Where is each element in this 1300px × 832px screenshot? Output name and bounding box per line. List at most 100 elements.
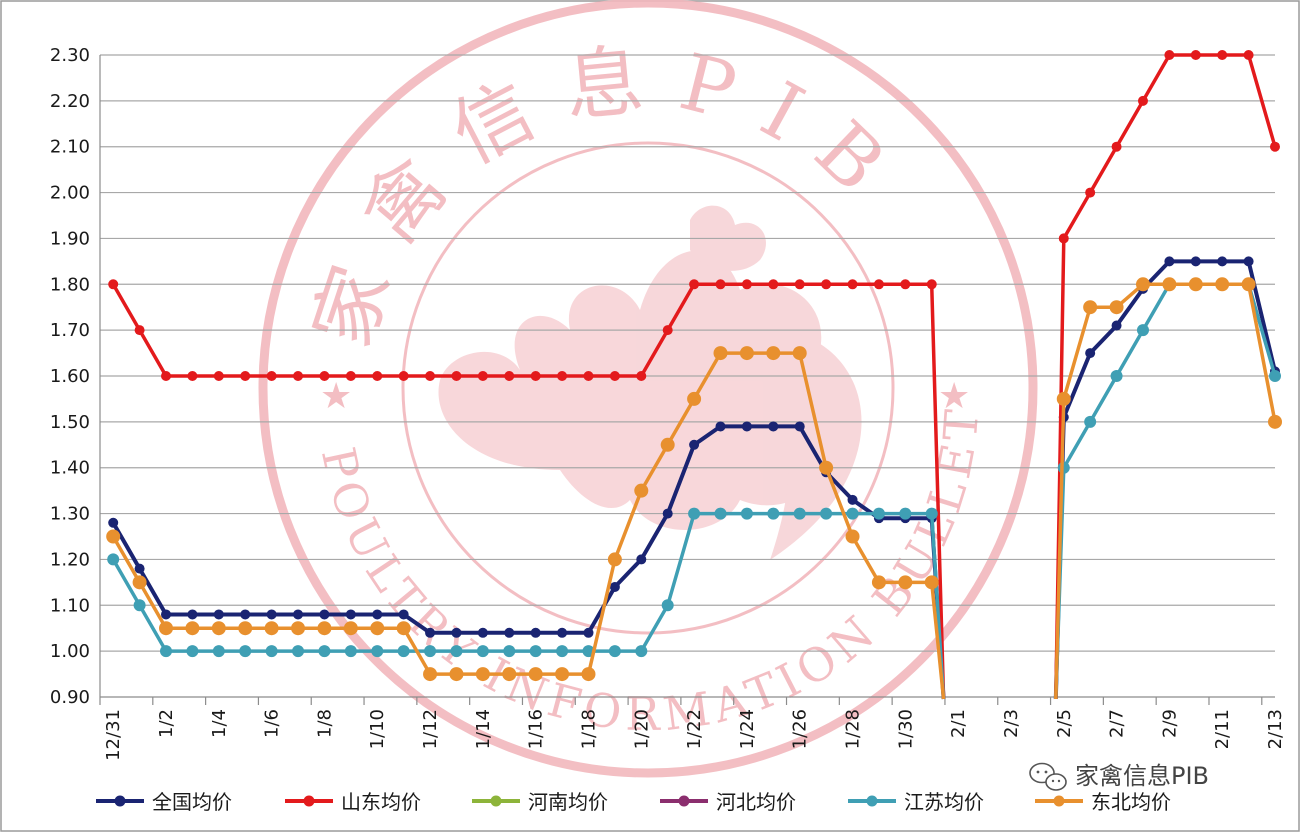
data-point <box>899 507 912 520</box>
watermark-star-right: ★ <box>938 376 970 417</box>
data-point <box>240 609 251 620</box>
legend-label: 东北均价 <box>1091 790 1171 814</box>
data-point <box>1217 50 1228 60</box>
data-point <box>292 645 305 658</box>
x-tick-label: 1/2 <box>156 709 177 738</box>
data-point <box>1164 50 1175 60</box>
data-point <box>846 507 859 520</box>
data-point <box>424 645 437 658</box>
data-point <box>134 325 145 336</box>
data-point <box>1137 95 1148 106</box>
data-point <box>265 645 278 658</box>
data-point <box>530 627 541 638</box>
x-tick-label: 2/5 <box>1054 709 1075 738</box>
y-tick-label: 2.30 <box>50 45 90 66</box>
y-tick-label: 1.40 <box>50 458 90 479</box>
data-point <box>793 507 806 520</box>
data-point <box>477 627 488 638</box>
x-tick-label: 2/9 <box>1159 709 1180 738</box>
x-tick-label: 1/28 <box>843 709 864 749</box>
data-point <box>372 371 383 381</box>
data-point <box>687 391 702 406</box>
data-point <box>319 371 330 381</box>
x-tick-label: 2/13 <box>1265 709 1286 749</box>
series-lines <box>106 50 1282 700</box>
data-point <box>107 553 120 566</box>
data-point <box>557 371 568 381</box>
x-tick-label: 12/31 <box>103 709 124 761</box>
data-point <box>636 554 647 565</box>
data-point <box>370 621 385 636</box>
data-point <box>1111 141 1122 152</box>
y-tick-label: 0.90 <box>50 687 90 708</box>
x-tick-label: 1/18 <box>578 709 599 749</box>
data-point <box>847 279 858 290</box>
legend-swatch-marker <box>866 795 878 807</box>
y-tick-label: 2.00 <box>50 183 90 204</box>
legend-swatch-marker <box>678 795 690 807</box>
data-point <box>266 371 277 381</box>
data-point <box>662 325 673 336</box>
data-point <box>1109 300 1124 315</box>
data-point <box>239 645 252 658</box>
data-point <box>1188 277 1203 292</box>
x-tick-label: 1/4 <box>209 709 230 738</box>
data-point <box>293 371 304 381</box>
data-point <box>504 371 515 381</box>
y-tick-label: 1.60 <box>50 366 90 387</box>
data-point <box>1215 277 1230 292</box>
legend-label: 江苏均价 <box>904 790 984 814</box>
data-point <box>160 645 173 658</box>
data-point <box>161 371 172 381</box>
data-point <box>530 371 541 381</box>
legend-swatch-marker <box>490 795 502 807</box>
data-point <box>872 507 885 520</box>
y-tick-label: 1.00 <box>50 641 90 662</box>
y-tick-label: 1.10 <box>50 595 90 616</box>
data-point <box>689 439 700 450</box>
legend-item-河北均价: 河北均价 <box>660 790 796 814</box>
data-point <box>715 279 726 290</box>
watermark-inner-ring <box>401 141 895 635</box>
data-point <box>1241 277 1256 292</box>
data-point <box>766 346 781 361</box>
data-point <box>371 645 384 658</box>
data-point <box>556 645 569 658</box>
data-point <box>1056 391 1071 406</box>
y-tick-label: 1.80 <box>50 274 90 295</box>
data-point <box>345 371 356 381</box>
data-point <box>318 645 331 658</box>
x-tick-label: 1/26 <box>790 709 811 749</box>
x-tick-label: 1/12 <box>420 709 441 749</box>
data-point <box>689 279 700 290</box>
data-point <box>317 621 332 636</box>
data-point <box>925 507 938 520</box>
data-point <box>1162 277 1177 292</box>
data-point <box>344 645 357 658</box>
data-point <box>1058 233 1069 244</box>
data-point <box>1269 370 1281 382</box>
data-point <box>739 346 754 361</box>
x-tick-label: 1/24 <box>737 709 758 749</box>
data-point <box>398 609 409 620</box>
legend-swatch-marker <box>303 795 315 807</box>
data-point <box>608 645 621 658</box>
y-tick-label: 2.10 <box>50 137 90 158</box>
data-point <box>713 346 728 361</box>
data-point <box>451 371 462 381</box>
y-axis-ticks: 0.90 1.00 1.10 1.20 1.30 1.40 1.50 1.60 1.70 1.80… <box>50 45 90 708</box>
data-point <box>741 279 752 290</box>
data-point <box>768 421 779 432</box>
data-point <box>1243 256 1254 267</box>
series-line <box>1054 53 1277 700</box>
data-point <box>607 552 622 567</box>
data-point <box>1110 370 1123 382</box>
data-point <box>767 507 780 520</box>
data-point <box>1111 320 1122 331</box>
data-point <box>212 645 225 658</box>
data-point <box>425 371 436 381</box>
data-point <box>581 667 596 682</box>
data-point <box>238 621 253 636</box>
legend: 全国均价 山东均价 河南均价 河北均价 江苏均价 东北均价 <box>96 790 1171 814</box>
x-tick-label: 1/20 <box>631 709 652 749</box>
